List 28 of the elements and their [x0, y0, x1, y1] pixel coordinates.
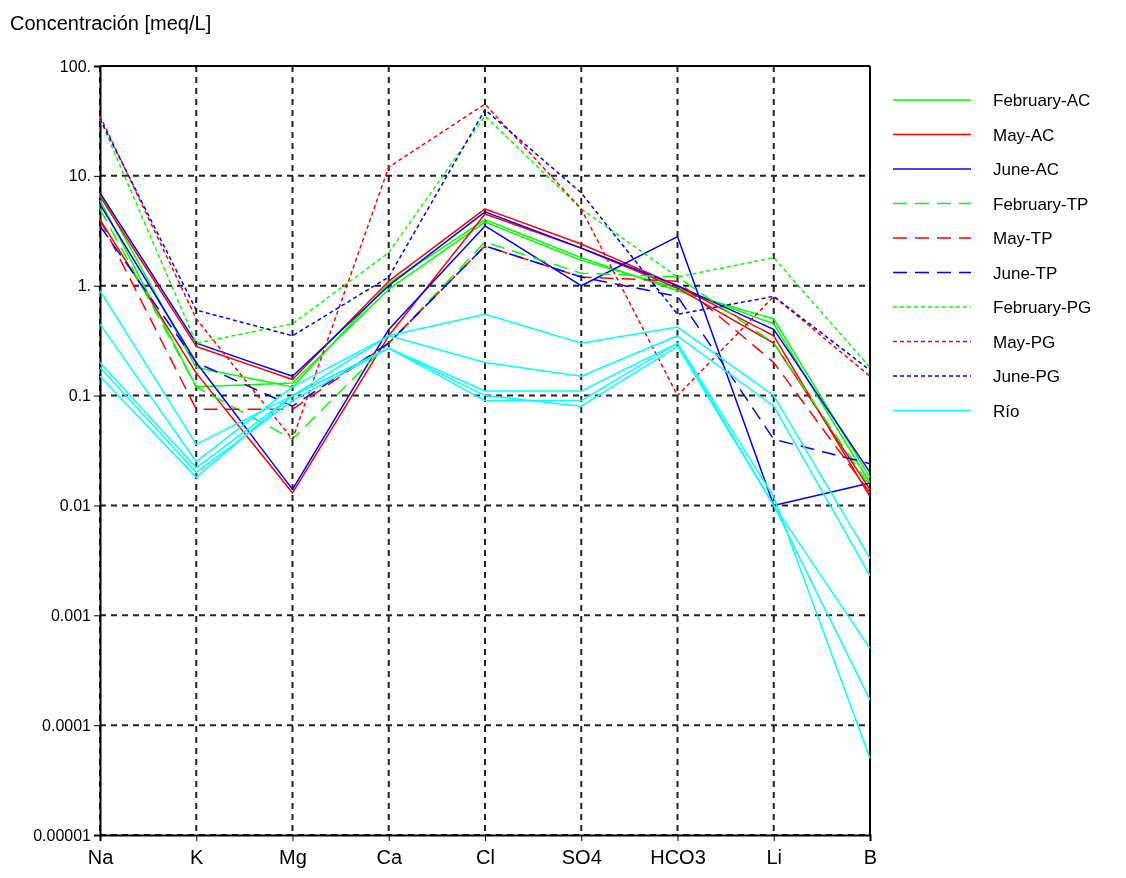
legend-label: June-PG — [993, 367, 1061, 386]
legend-label: February-PG — [993, 298, 1092, 317]
y-tick-label: 0.00001 — [33, 826, 92, 844]
y-tick-label: 10. — [68, 167, 91, 185]
x-tick-label: Li — [766, 846, 783, 868]
x-tick-label: Mg — [279, 846, 307, 868]
legend-label: June-TP — [993, 263, 1058, 283]
x-tick-label: B — [863, 846, 878, 868]
y-tick-label: 0.001 — [50, 606, 92, 624]
y-tick-label: 0.1 — [68, 387, 92, 405]
legend-label: February-TP — [993, 194, 1089, 214]
x-tick-label: Na — [87, 846, 115, 868]
x-tick-label: Ca — [376, 846, 403, 868]
legend-label: May-PG — [993, 332, 1056, 352]
legend-label: May-AC — [993, 125, 1055, 145]
x-tick-label: SO4 — [561, 846, 602, 868]
x-tick-label: HCO3 — [650, 846, 706, 868]
legend-label: Río — [993, 401, 1020, 421]
y-axis-title: Concentración [meq/L] — [10, 12, 212, 34]
x-tick-label: Cl — [476, 846, 495, 868]
legend-label: June-AC — [993, 160, 1060, 179]
legend-label: May-TP — [993, 229, 1053, 248]
y-tick-label: 0.0001 — [42, 716, 92, 734]
y-tick-label: 1. — [77, 277, 91, 295]
x-tick-label: K — [190, 846, 205, 868]
y-tick-label: 0.01 — [59, 497, 92, 515]
y-tick-label: 100. — [59, 57, 91, 75]
legend-label: February-AC — [993, 91, 1091, 110]
